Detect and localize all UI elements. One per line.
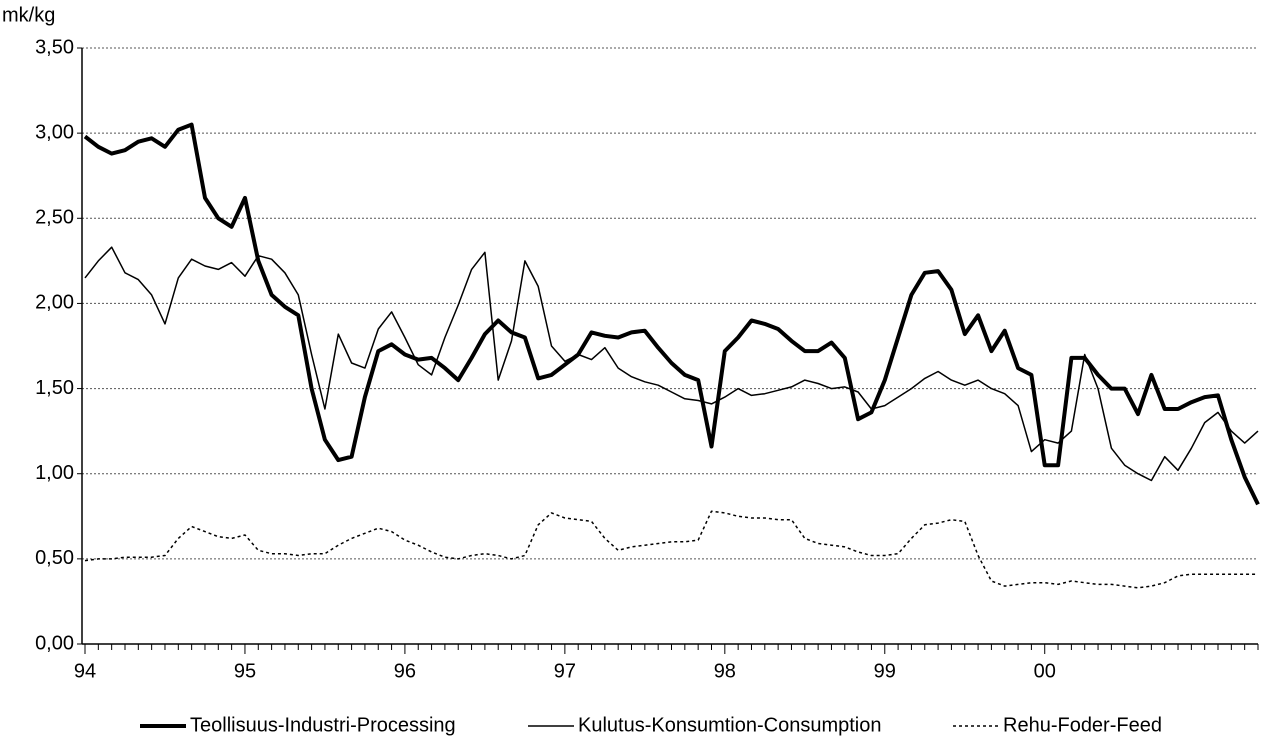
x-tick-label: 96 (394, 660, 416, 682)
y-tick-label: 3,00 (35, 121, 74, 143)
x-tick-label: 98 (714, 660, 736, 682)
y-tick-label: 1,00 (35, 462, 74, 484)
series-line (83, 122, 1260, 506)
x-tick-label: 95 (234, 660, 256, 682)
y-tick-label: 0,50 (35, 547, 74, 569)
series-line (84, 510, 1258, 589)
legend-label: Teollisuus-Industri-Processing (190, 714, 456, 736)
x-tick-label: 99 (874, 660, 896, 682)
legend-label: Kulutus-Konsumtion-Consumption (578, 714, 882, 736)
y-axis-label: mk/kg (2, 4, 55, 26)
x-tick-label: 00 (1034, 660, 1056, 682)
y-tick-label: 2,00 (35, 292, 74, 314)
legend-label: Rehu-Foder-Feed (1003, 714, 1162, 736)
x-tick-label: 94 (74, 660, 96, 682)
y-tick-label: 1,50 (35, 377, 74, 399)
y-tick-label: 0,00 (35, 632, 74, 654)
y-tick-label: 2,50 (35, 207, 74, 229)
series-line (84, 246, 1259, 482)
x-tick-label: 97 (554, 660, 576, 682)
y-tick-label: 3,50 (35, 36, 74, 58)
